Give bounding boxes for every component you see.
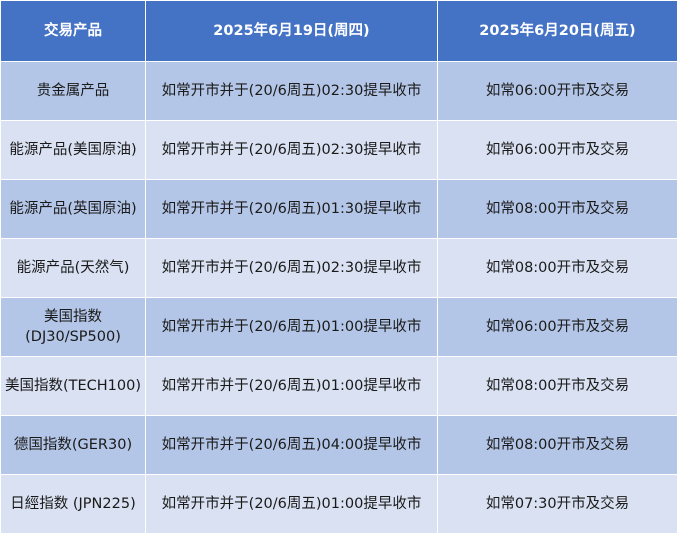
table-row: 美国指数(DJ30/SP500) 如常开市并于(20/6周五)01:00提早收市如… — [0, 297, 677, 357]
june20-cell: 如常08:00开市及交易 — [437, 415, 677, 475]
june20-cell: 如常08:00开市及交易 — [437, 179, 677, 239]
product-cell: 能源产品(英国原油) — [0, 179, 146, 239]
product-cell: 美国指数(TECH100) — [0, 356, 146, 416]
june19-cell: 如常开市并于(20/6周五)01:30提早收市 — [145, 179, 438, 239]
june19-cell: 如常开市并于(20/6周五)02:30提早收市 — [145, 61, 438, 121]
june20-cell: 如常06:00开市及交易 — [437, 120, 677, 180]
june19-cell: 如常开市并于(20/6周五)01:00提早收市 — [145, 356, 438, 416]
june19-cell: 如常开市并于(20/6周五)01:00提早收市 — [145, 474, 438, 534]
product-cell: 日經指数 (JPN225) — [0, 474, 146, 534]
table-row: 能源产品(美国原油) 如常开市并于(20/6周五)02:30提早收市 如常06:00… — [0, 120, 677, 180]
june20-cell: 如常07:30开市及交易 — [437, 474, 677, 534]
june20-cell: 如常08:00开市及交易 — [437, 238, 677, 298]
product-cell: 能源产品(美国原油) — [0, 120, 146, 180]
table-row: 贵金属产品 如常开市并于(20/6周五)02:30提早收市 如常06:00开市及交易 — [0, 61, 677, 121]
table-row: 德国指数(GER30) 如常开市并于(20/6周五)04:00提早收市 如常08:0… — [0, 415, 677, 475]
june19-cell: 如常开市并于(20/6周五)02:30提早收市 — [145, 120, 438, 180]
june19-cell: 如常开市并于(20/6周五)04:00提早收市 — [145, 415, 438, 475]
table-row: 日經指数 (JPN225) 如常开市并于(20/6周五)01:00提早收市 如常07… — [0, 474, 677, 534]
june19-cell: 如常开市并于(20/6周五)02:30提早收市 — [145, 238, 438, 298]
june20-cell: 如常06:00开市及交易 — [437, 61, 677, 121]
product-cell: 德国指数(GER30) — [0, 415, 146, 475]
product-cell: 美国指数(DJ30/SP500) — [0, 297, 146, 357]
product-cell: 贵金属产品 — [0, 61, 146, 121]
june19-cell: 如常开市并于(20/6周五)01:00提早收市 — [145, 297, 438, 357]
product-cell: 能源产品(天然气) — [0, 238, 146, 298]
header-row: 交易产品 2025年6月19日(周四) 2025年6月20日(周五) — [0, 0, 677, 62]
june20-cell: 如常06:00开市及交易 — [437, 297, 677, 357]
june20-cell: 如常08:00开市及交易 — [437, 356, 677, 416]
header-date-1: 2025年6月19日(周四) — [145, 0, 438, 62]
table-row: 能源产品(英国原油) 如常开市并于(20/6周五)01:30提早收市 如常08:00… — [0, 179, 677, 239]
table-row: 能源产品(天然气) 如常开市并于(20/6周五)02:30提早收市 如常08:00开… — [0, 238, 677, 298]
table-row: 美国指数(TECH100) 如常开市并于(20/6周五)01:00提早收市 如常08… — [0, 356, 677, 416]
header-date-2: 2025年6月20日(周五) — [437, 0, 677, 62]
header-product: 交易产品 — [0, 0, 146, 62]
